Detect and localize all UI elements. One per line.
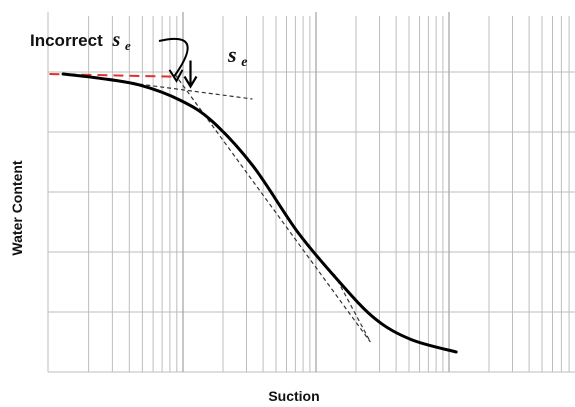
se-arrowhead xyxy=(183,75,198,89)
grid xyxy=(47,12,575,373)
se-subscript: e xyxy=(241,55,247,70)
water-retention-curve xyxy=(61,72,458,354)
se-symbol: s xyxy=(227,42,237,67)
tangent-line xyxy=(333,273,371,343)
incorrect-se-arrowhead xyxy=(168,69,184,83)
incorrect-se-symbol: s xyxy=(111,29,120,51)
se-label: s e xyxy=(227,42,248,70)
x-axis-label: Suction xyxy=(268,388,319,404)
incorrect-se-label: Incorrect s e xyxy=(30,29,131,53)
y-axis-label: Water Content xyxy=(9,160,25,255)
incorrect-se-arrow xyxy=(158,37,189,77)
incorrect-label-word: Incorrect xyxy=(30,31,103,50)
curve-layer xyxy=(61,72,458,354)
tangent-lines xyxy=(49,73,371,343)
tangent-line xyxy=(174,73,371,343)
incorrect-se-subscript: e xyxy=(125,38,131,53)
arrow-layer xyxy=(158,37,198,89)
